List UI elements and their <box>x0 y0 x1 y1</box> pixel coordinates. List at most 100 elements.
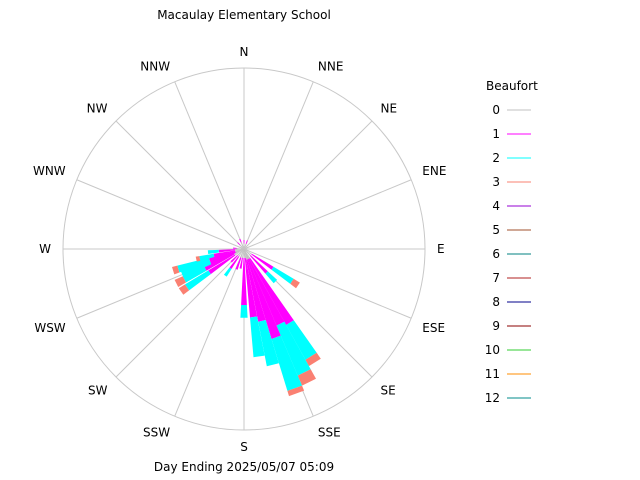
petal-160-band-0 <box>244 249 249 260</box>
direction-label-s: S <box>240 440 248 454</box>
petal-200-band-1 <box>235 257 242 270</box>
petal-265-band-1 <box>218 249 235 253</box>
petal-275-band-1 <box>233 247 237 249</box>
petal-200-band-0 <box>240 249 244 258</box>
petal-180-band-0 <box>243 249 245 258</box>
legend-label-4: 4 <box>492 199 500 213</box>
petal-248-band-0 <box>235 249 244 253</box>
direction-label-ene: ENE <box>422 164 446 178</box>
direction-label-wnw: WNW <box>33 164 66 178</box>
petal-172-band-2 <box>250 316 265 358</box>
petal-154-band-2 <box>276 321 311 376</box>
petal-22-band-1 <box>245 240 248 245</box>
petal-154-band-1 <box>248 258 285 326</box>
spoke-nnw <box>174 81 245 250</box>
petal-112-band-0 <box>244 249 250 252</box>
petal-160-band-2 <box>271 335 302 391</box>
petal-236-band-2 <box>185 270 211 291</box>
petal-190-band-0 <box>242 249 244 258</box>
petal-180-band-1 <box>241 258 247 305</box>
petal-243-band-3 <box>174 276 186 287</box>
petal-148-band-3 <box>305 352 321 367</box>
petal-215-band-1 <box>229 256 240 269</box>
petal-160-band-3 <box>287 385 305 397</box>
petal-90-band-0 <box>244 248 250 250</box>
spoke-ssw <box>174 248 245 417</box>
petal-124-band-0 <box>244 249 252 255</box>
petal-253-band-1 <box>208 251 236 262</box>
petal-248-band-1 <box>209 251 236 265</box>
legend-label-11: 11 <box>485 367 500 381</box>
legend-title: Beaufort <box>486 79 538 93</box>
direction-label-nnw: NNW <box>140 60 170 74</box>
petal-45-band-0 <box>244 245 248 249</box>
direction-label-se: SE <box>381 384 396 398</box>
petal-148-band-1 <box>249 257 294 325</box>
chart-footer: Day Ending 2025/05/07 05:09 <box>154 460 334 474</box>
petal-253-band-0 <box>235 249 244 253</box>
petal-337-band-0 <box>240 242 244 249</box>
petal-315-band-1 <box>237 242 241 246</box>
direction-label-ssw: SSW <box>143 425 170 439</box>
petal-166-band-0 <box>244 249 248 260</box>
petal-172-band-0 <box>244 249 246 258</box>
petal-124-band-2 <box>271 266 294 284</box>
petal-225-band-1 <box>230 255 238 263</box>
petal-124-band-1 <box>251 253 274 270</box>
petal-265-band-0 <box>235 249 244 251</box>
legend-label-5: 5 <box>492 223 500 237</box>
petal-190-band-1 <box>239 257 243 269</box>
legend-label-9: 9 <box>492 319 500 333</box>
spoke-sw <box>115 248 245 378</box>
spoke-nne <box>243 81 314 250</box>
legend-label-10: 10 <box>485 343 500 357</box>
petal-22-band-0 <box>244 243 247 249</box>
petal-215-band-0 <box>238 249 244 257</box>
petal-265-band-2 <box>207 249 219 254</box>
direction-label-nne: NNE <box>318 60 344 74</box>
petal-124-band-3 <box>290 278 300 289</box>
petal-166-band-2 <box>258 320 279 367</box>
petal-315-band-0 <box>240 245 244 249</box>
spoke-ese <box>243 248 412 319</box>
petal-154-band-0 <box>244 249 250 259</box>
direction-label-sse: SSE <box>318 425 341 439</box>
direction-label-e: E <box>437 242 445 256</box>
legend-label-0: 0 <box>492 103 500 117</box>
petal-148-band-2 <box>286 320 317 360</box>
petal-236-band-1 <box>208 254 236 275</box>
petal-243-band-0 <box>234 249 244 255</box>
direction-label-ese: ESE <box>422 321 445 335</box>
petal-225-band-0 <box>237 249 244 256</box>
petal-0-band-0 <box>243 243 245 249</box>
legend-label-8: 8 <box>492 295 500 309</box>
legend-label-2: 2 <box>492 151 500 165</box>
chart-title: Macaulay Elementary School <box>157 8 331 22</box>
petal-154-band-3 <box>297 369 316 386</box>
petal-160-band-1 <box>247 259 281 339</box>
petal-166-band-1 <box>246 259 266 322</box>
direction-label-w: W <box>39 242 51 256</box>
petal-275-band-0 <box>236 248 244 249</box>
petal-258-band-2 <box>199 253 215 261</box>
petal-258-band-0 <box>235 249 244 252</box>
petal-258-band-1 <box>213 250 236 257</box>
legend-label-3: 3 <box>492 175 500 189</box>
direction-label-sw: SW <box>88 384 108 398</box>
petal-215-band-2 <box>223 267 232 277</box>
spoke-ne <box>243 120 373 250</box>
petal-253-band-2 <box>177 257 210 273</box>
petal-172-band-1 <box>244 257 258 318</box>
petal-136-band-2 <box>265 271 278 284</box>
direction-label-nw: NW <box>87 102 108 116</box>
petal-290-band-0 <box>238 246 244 249</box>
petal-258-band-3 <box>195 256 201 262</box>
petal-67-band-0 <box>244 246 250 249</box>
legend-label-6: 6 <box>492 247 500 261</box>
petal-236-band-0 <box>234 249 244 256</box>
petal-236-band-3 <box>178 284 190 295</box>
petal-136-band-1 <box>249 255 268 274</box>
petal-0-band-1 <box>243 240 245 244</box>
petal-243-band-1 <box>204 253 235 271</box>
